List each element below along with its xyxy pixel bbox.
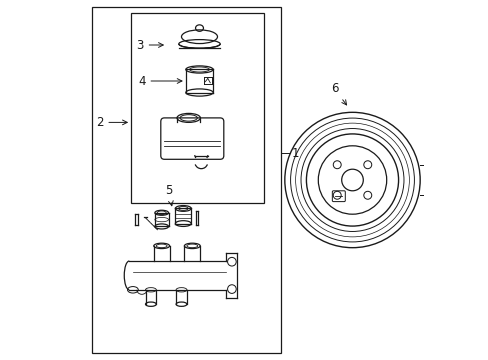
Text: 2: 2 bbox=[96, 116, 127, 129]
Text: 1: 1 bbox=[291, 147, 298, 159]
Text: 5: 5 bbox=[165, 184, 173, 206]
Text: 6: 6 bbox=[330, 82, 346, 105]
Text: 3: 3 bbox=[136, 39, 163, 51]
Text: 4: 4 bbox=[138, 75, 182, 87]
